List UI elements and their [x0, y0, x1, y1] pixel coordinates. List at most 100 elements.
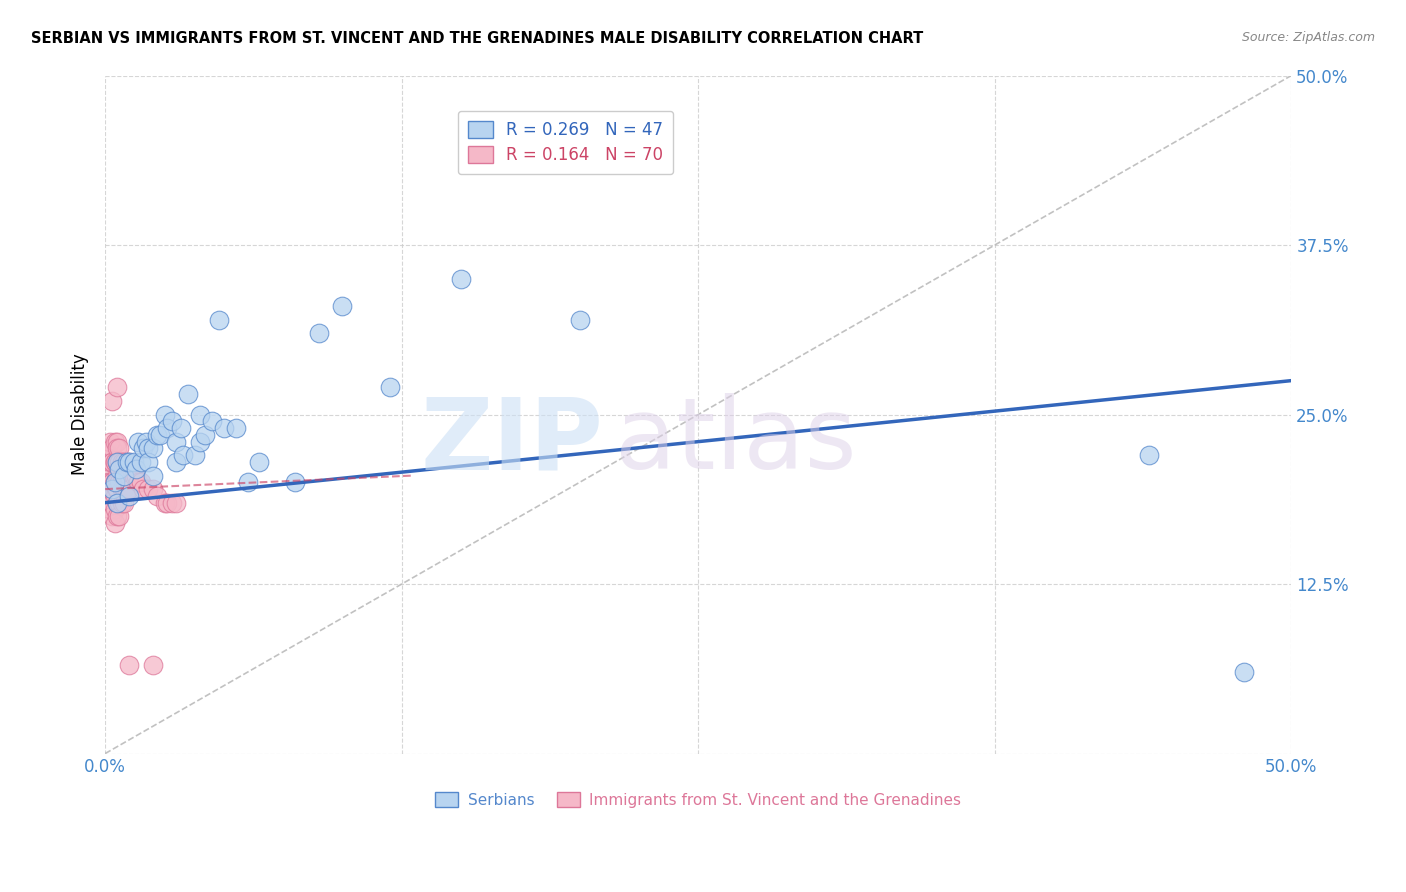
- Point: [105, 455, 128, 469]
- Point: [142, 658, 165, 673]
- Point: [104, 475, 127, 490]
- Point: [115, 482, 138, 496]
- Point: [142, 482, 165, 496]
- Text: atlas: atlas: [616, 393, 856, 490]
- Point: [105, 496, 128, 510]
- Point: [122, 468, 145, 483]
- Point: [188, 408, 211, 422]
- Point: [97, 462, 120, 476]
- Point: [98, 475, 121, 490]
- Point: [201, 414, 224, 428]
- Point: [108, 442, 131, 456]
- Point: [149, 428, 172, 442]
- Point: [97, 448, 120, 462]
- Point: [105, 468, 128, 483]
- Point: [132, 442, 155, 456]
- Point: [98, 502, 121, 516]
- Point: [97, 475, 120, 490]
- Point: [308, 326, 330, 340]
- Point: [118, 455, 141, 469]
- Point: [160, 414, 183, 428]
- Point: [118, 658, 141, 673]
- Point: [101, 509, 124, 524]
- Point: [153, 408, 176, 422]
- Point: [127, 475, 149, 490]
- Point: [108, 475, 131, 490]
- Point: [111, 496, 134, 510]
- Point: [146, 489, 169, 503]
- Point: [105, 482, 128, 496]
- Point: [332, 299, 354, 313]
- Point: [125, 462, 148, 476]
- Point: [111, 482, 134, 496]
- Point: [118, 455, 141, 469]
- Point: [101, 442, 124, 456]
- Point: [104, 502, 127, 516]
- Point: [225, 421, 247, 435]
- Point: [104, 455, 127, 469]
- Point: [136, 482, 159, 496]
- Point: [101, 475, 124, 490]
- Point: [105, 442, 128, 456]
- Point: [568, 312, 591, 326]
- Point: [98, 434, 121, 449]
- Point: [136, 442, 159, 456]
- Point: [104, 516, 127, 530]
- Point: [105, 482, 128, 496]
- Point: [153, 496, 176, 510]
- Point: [125, 468, 148, 483]
- Point: [115, 462, 138, 476]
- Point: [188, 434, 211, 449]
- Point: [98, 482, 121, 496]
- Point: [101, 394, 124, 409]
- Point: [105, 475, 128, 490]
- Text: ZIP: ZIP: [420, 393, 603, 490]
- Point: [120, 462, 142, 476]
- Point: [111, 455, 134, 469]
- Point: [156, 421, 179, 435]
- Point: [236, 475, 259, 490]
- Point: [101, 455, 124, 469]
- Point: [104, 434, 127, 449]
- Point: [101, 455, 124, 469]
- Point: [1137, 448, 1160, 462]
- Point: [105, 380, 128, 394]
- Point: [142, 468, 165, 483]
- Point: [135, 434, 157, 449]
- Point: [108, 455, 131, 469]
- Point: [105, 496, 128, 510]
- Point: [165, 496, 187, 510]
- Point: [111, 468, 134, 483]
- Point: [105, 434, 128, 449]
- Point: [142, 442, 165, 456]
- Point: [127, 434, 149, 449]
- Point: [165, 434, 187, 449]
- Point: [115, 455, 138, 469]
- Point: [118, 468, 141, 483]
- Point: [105, 509, 128, 524]
- Point: [105, 455, 128, 469]
- Point: [194, 428, 217, 442]
- Point: [108, 462, 131, 476]
- Point: [104, 489, 127, 503]
- Point: [101, 475, 124, 490]
- Point: [284, 475, 307, 490]
- Point: [1233, 665, 1256, 680]
- Point: [136, 455, 159, 469]
- Text: SERBIAN VS IMMIGRANTS FROM ST. VINCENT AND THE GRENADINES MALE DISABILITY CORREL: SERBIAN VS IMMIGRANTS FROM ST. VINCENT A…: [31, 31, 924, 46]
- Point: [112, 455, 135, 469]
- Point: [104, 475, 127, 490]
- Point: [112, 468, 135, 483]
- Point: [112, 496, 135, 510]
- Point: [212, 421, 235, 435]
- Point: [112, 482, 135, 496]
- Point: [160, 496, 183, 510]
- Y-axis label: Male Disability: Male Disability: [72, 353, 89, 475]
- Point: [112, 468, 135, 483]
- Point: [108, 496, 131, 510]
- Point: [101, 496, 124, 510]
- Point: [177, 387, 200, 401]
- Point: [249, 455, 271, 469]
- Point: [118, 482, 141, 496]
- Point: [208, 312, 231, 326]
